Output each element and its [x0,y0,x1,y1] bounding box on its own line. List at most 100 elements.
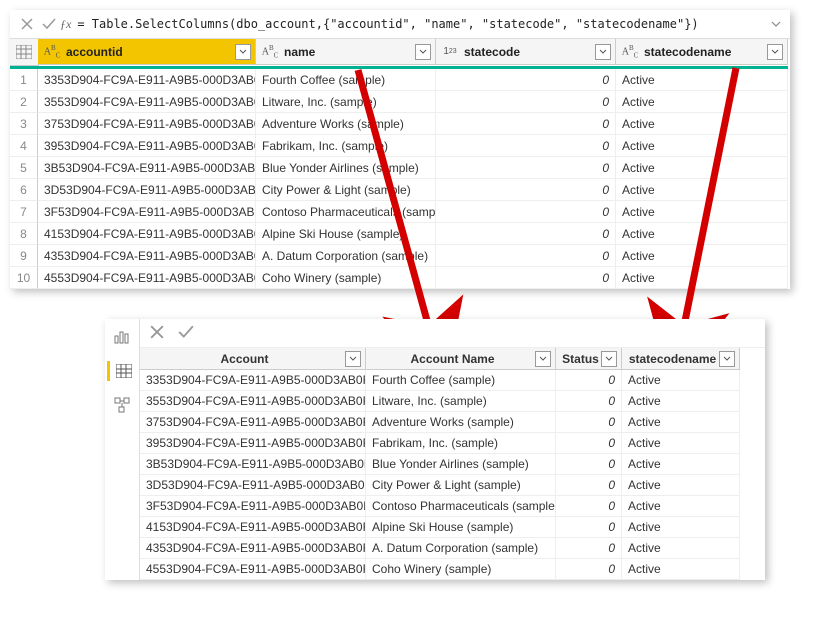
cell-account[interactable]: 4353D904-FC9A-E911-A9B5-000D3AB0F91D [140,538,366,559]
cell-statecodename[interactable]: Active [616,267,788,289]
cell-statecode[interactable]: 0 [436,135,616,157]
cell-name[interactable]: Litware, Inc. (sample) [256,91,436,113]
cell-accountid[interactable]: 3953D904-FC9A-E911-A9B5-000D3AB0F... [38,135,256,157]
cell-statecode[interactable]: 0 [436,179,616,201]
type-text-icon[interactable]: ABC [620,43,640,61]
row-number[interactable]: 7 [10,201,38,223]
filter-icon[interactable] [535,351,551,367]
cell-name[interactable]: Blue Yonder Airlines (sample) [256,157,436,179]
cell-statecodename[interactable]: Active [616,223,788,245]
filter-icon[interactable] [595,44,611,60]
cell-statecodename[interactable]: Active [622,391,740,412]
column-header-account[interactable]: Account [140,348,366,370]
cell-statecodename[interactable]: Active [622,433,740,454]
cell-statecode[interactable]: 0 [436,113,616,135]
cell-statecodename[interactable]: Active [616,91,788,113]
row-number[interactable]: 1 [10,69,38,91]
filter-icon[interactable] [235,44,251,60]
cell-accountid[interactable]: 3D53D904-FC9A-E911-A9B5-000D3AB0F... [38,179,256,201]
cell-accountname[interactable]: Fabrikam, Inc. (sample) [366,433,556,454]
cancel-icon[interactable] [16,14,38,34]
column-header-accountid[interactable]: ABCaccountid [38,39,256,65]
cell-name[interactable]: Alpine Ski House (sample) [256,223,436,245]
cell-statecode[interactable]: 0 [436,69,616,91]
cell-statecodename[interactable]: Active [622,538,740,559]
cell-account[interactable]: 3B53D904-FC9A-E911-A9B5-000D3AB0F91D [140,454,366,475]
cell-statecode[interactable]: 0 [436,91,616,113]
cell-account[interactable]: 4153D904-FC9A-E911-A9B5-000D3AB0F91D [140,517,366,538]
cell-accountname[interactable]: Alpine Ski House (sample) [366,517,556,538]
cell-name[interactable]: Fabrikam, Inc. (sample) [256,135,436,157]
cell-account[interactable]: 3953D904-FC9A-E911-A9B5-000D3AB0F91D [140,433,366,454]
column-header-statecodename[interactable]: statecodename [622,348,740,370]
cell-statecodename[interactable]: Active [622,517,740,538]
row-number[interactable]: 8 [10,223,38,245]
cell-accountname[interactable]: Contoso Pharmaceuticals (sample) [366,496,556,517]
column-header-statecode[interactable]: 123statecode [436,39,616,65]
column-header-name[interactable]: ABCname [256,39,436,65]
cell-accountname[interactable]: City Power & Light (sample) [366,475,556,496]
filter-icon[interactable] [601,351,617,367]
cell-name[interactable]: Coho Winery (sample) [256,267,436,289]
filter-icon[interactable] [767,44,783,60]
cell-name[interactable]: Adventure Works (sample) [256,113,436,135]
cell-status[interactable]: 0 [556,559,622,580]
report-view-icon[interactable] [111,327,133,347]
cell-statecodename[interactable]: Active [622,412,740,433]
confirm-icon[interactable] [178,325,194,342]
cell-status[interactable]: 0 [556,412,622,433]
cell-statecodename[interactable]: Active [616,245,788,267]
cell-accountid[interactable]: 3F53D904-FC9A-E911-A9B5-000D3AB0F... [38,201,256,223]
cell-accountid[interactable]: 3753D904-FC9A-E911-A9B5-000D3AB0F... [38,113,256,135]
cell-statecodename[interactable]: Active [616,135,788,157]
cell-statecodename[interactable]: Active [622,559,740,580]
cell-status[interactable]: 0 [556,454,622,475]
cell-accountid[interactable]: 3353D904-FC9A-E911-A9B5-000D3AB0F... [38,69,256,91]
type-text-icon[interactable]: ABC [260,43,280,61]
cell-statecodename[interactable]: Active [616,157,788,179]
cell-statecodename[interactable]: Active [616,179,788,201]
cell-statecodename[interactable]: Active [622,370,740,391]
row-number[interactable]: 2 [10,91,38,113]
cell-accountid[interactable]: 4353D904-FC9A-E911-A9B5-000D3AB0F... [38,245,256,267]
cell-name[interactable]: Fourth Coffee (sample) [256,69,436,91]
cell-statecode[interactable]: 0 [436,223,616,245]
row-number[interactable]: 5 [10,157,38,179]
data-view-icon[interactable] [107,361,135,381]
model-view-icon[interactable] [111,395,133,415]
cell-account[interactable]: 3F53D904-FC9A-E911-A9B5-000D3AB0F91D [140,496,366,517]
filter-icon[interactable] [415,44,431,60]
row-number[interactable]: 6 [10,179,38,201]
column-header-accountname[interactable]: Account Name [366,348,556,370]
cell-name[interactable]: City Power & Light (sample) [256,179,436,201]
cell-status[interactable]: 0 [556,475,622,496]
table-corner-icon[interactable] [10,39,39,66]
cell-account[interactable]: 3353D904-FC9A-E911-A9B5-000D3AB0F91D [140,370,366,391]
filter-icon[interactable] [345,351,361,367]
cell-accountname[interactable]: Litware, Inc. (sample) [366,391,556,412]
cell-accountname[interactable]: Coho Winery (sample) [366,559,556,580]
expand-formula-icon[interactable] [768,16,784,32]
cell-account[interactable]: 3553D904-FC9A-E911-A9B5-000D3AB0F91D [140,391,366,412]
row-number[interactable]: 4 [10,135,38,157]
cell-name[interactable]: A. Datum Corporation (sample) [256,245,436,267]
cell-statecode[interactable]: 0 [436,245,616,267]
cell-accountid[interactable]: 3B53D904-FC9A-E911-A9B5-000D3AB0F... [38,157,256,179]
cell-status[interactable]: 0 [556,433,622,454]
cell-accountname[interactable]: Adventure Works (sample) [366,412,556,433]
cell-name[interactable]: Contoso Pharmaceuticals (sample) [256,201,436,223]
cell-accountname[interactable]: Fourth Coffee (sample) [366,370,556,391]
cell-account[interactable]: 3D53D904-FC9A-E911-A9B5-000D3AB0F91D [140,475,366,496]
cell-accountid[interactable]: 3553D904-FC9A-E911-A9B5-000D3AB0F... [38,91,256,113]
cell-statecodename[interactable]: Active [616,113,788,135]
cell-status[interactable]: 0 [556,538,622,559]
cancel-icon[interactable] [150,325,164,342]
cell-statecodename[interactable]: Active [622,454,740,475]
cell-accountname[interactable]: Blue Yonder Airlines (sample) [366,454,556,475]
cell-statecode[interactable]: 0 [436,201,616,223]
column-header-status[interactable]: Status [556,348,622,370]
cell-status[interactable]: 0 [556,370,622,391]
filter-icon[interactable] [719,351,735,367]
type-int-icon[interactable]: 123 [440,43,460,61]
cell-statecodename[interactable]: Active [616,69,788,91]
